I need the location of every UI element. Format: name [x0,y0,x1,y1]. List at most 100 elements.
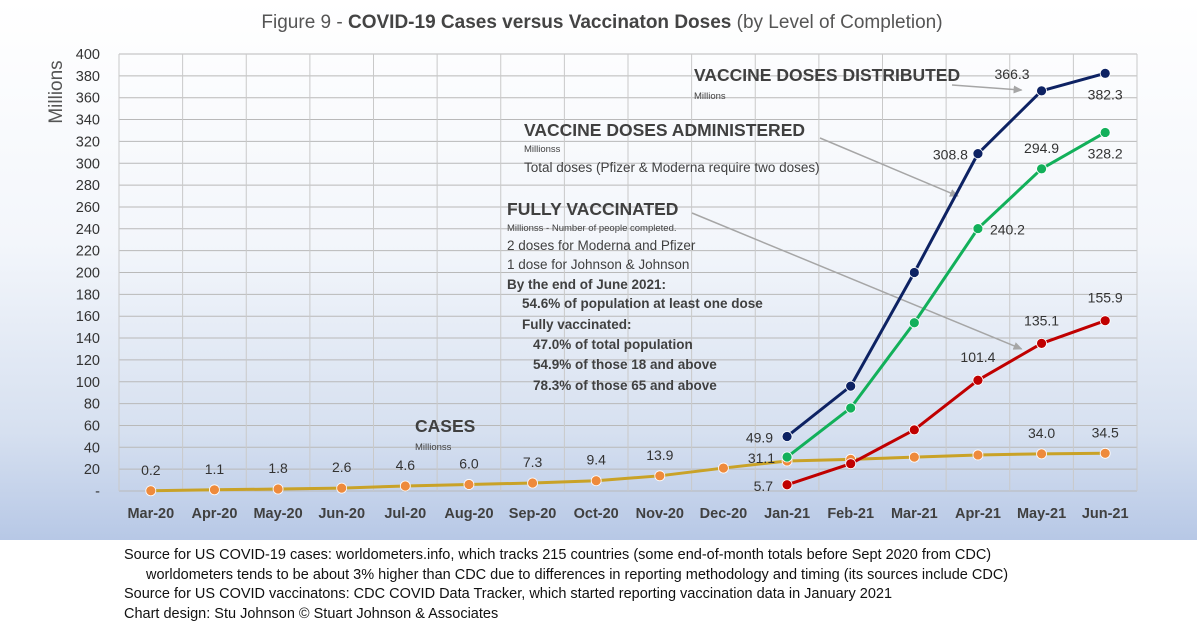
y-tick-label: - [95,484,100,500]
series-line [786,319,1106,487]
y-tick-label: 200 [76,266,100,282]
data-point [1099,447,1111,459]
data-point [272,483,284,495]
arrow-fully [691,212,1023,350]
data-point [209,484,220,496]
data-point [908,317,920,329]
data-label: 34.0 [1028,425,1055,441]
data-label: 4.6 [396,457,416,473]
series-line [150,451,1106,493]
data-label: 31.1 [748,450,775,466]
data-label: 49.9 [746,429,773,445]
data-point [336,482,348,494]
data-label: 13.9 [646,447,673,463]
arrow-administered [819,137,959,197]
data-point [781,479,793,491]
data-label: 294.9 [1024,140,1059,156]
x-tick-label: Apr-21 [955,506,1001,522]
y-tick-label: 320 [76,134,100,150]
annotation-arrows [691,84,1023,350]
data-label: 366.3 [995,66,1030,82]
data-label: 5.7 [754,478,774,494]
annotation-cases-unit: Millionss [415,442,452,453]
data-point [1036,338,1047,349]
annotation-fully-bold3: Fully vaccinated: [522,317,632,332]
annotation-fully-unit: Millionss - Number of people completed. [507,223,677,234]
annotation-distributed-unit: Millions [694,91,726,102]
data-point [1036,163,1047,175]
data-point [845,402,857,414]
data-label: 135.1 [1024,312,1059,328]
data-point [145,485,157,497]
data-label: 101.4 [960,349,995,365]
annotation-fully: FULLY VACCINATED Millionss - Number of p… [507,199,763,393]
y-tick-label: 40 [84,440,100,456]
data-label: 328.2 [1088,145,1123,161]
x-tick-label: Sep-20 [509,506,557,522]
data-point [654,470,666,482]
y-tick-label: 80 [84,397,100,413]
chart-background [0,0,1197,540]
series-layer [145,67,1111,497]
annotation-administered: VACCINE DOSES ADMINISTERED Millionss Tot… [524,120,820,175]
annotation-administered-note: Total doses (Pfizer & Moderna require tw… [524,160,820,175]
data-labels: 0.2 1.1 1.8 2.6 4.6 6.0 7.3 9.4 13.9 34.0 34.5 5.7 1… [141,66,1123,494]
x-axis: Mar-20 Apr-20 May-20 Jun-20 Jul-20 Aug-20 Sep-… [127,506,1128,522]
x-tick-label: Oct-20 [574,506,619,522]
chart: Figure 9 - COVID-19 Cases versus Vaccina… [46,12,1138,522]
y-tick-label: 140 [76,331,100,347]
chart-title-suffix: (by Level of Completion) [731,12,942,33]
data-point [781,451,793,463]
data-point [463,479,475,490]
annotation-fully-bold5: 54.9% of those 18 and above [533,357,717,372]
chart-title-bold: COVID-19 Cases versus Vaccinaton Doses [348,12,731,33]
arrow-distributed [951,84,1023,94]
data-point [1099,127,1111,138]
y-tick-label: 20 [84,462,100,478]
x-tick-label: Mar-20 [127,506,174,522]
source-notes: Source for US COVID-19 cases: worldomete… [124,546,1008,624]
x-tick-label: Apr-20 [191,506,237,522]
annotation-fully-bold2: 54.6% of population at least one dose [522,296,763,311]
annotation-cases-heading: CASES [415,416,475,436]
x-tick-label: Nov-20 [636,506,684,522]
x-tick-label: Feb-21 [827,506,874,522]
chart-title-prefix: Figure 9 - [261,12,348,33]
annotation-fully-bold4: 47.0% of total population [533,337,693,352]
y-tick-label: 360 [76,91,100,107]
annotation-administered-unit: Millionss [524,144,561,155]
y-axis: - 20 40 60 80 100 120 140 160 180 200 220 240 260 280 3… [76,47,100,500]
data-point [908,424,920,436]
annotation-fully-heading: FULLY VACCINATED [507,199,678,219]
data-point [1036,448,1047,460]
x-tick-label: Jul-20 [384,506,426,522]
source-line-3: Source for US COVID vaccinatons: CDC COV… [124,586,893,602]
y-tick-label: 220 [76,244,100,260]
chart-title: Figure 9 - COVID-19 Cases versus Vaccina… [261,12,942,33]
x-tick-label: Aug-20 [444,506,493,522]
data-label: 2.6 [332,459,352,475]
x-tick-label: May-21 [1017,506,1066,522]
data-point [972,223,984,234]
source-line-2: worldometers tends to be about 3% higher… [146,566,1009,583]
x-tick-label: Mar-21 [891,506,938,522]
annotation-distributed: VACCINE DOSES DISTRIBUTED Millions [694,65,960,102]
y-tick-label: 60 [84,418,100,434]
data-label: 382.3 [1088,86,1123,102]
data-point [972,374,984,386]
y-tick-label: 160 [76,309,100,325]
data-point [399,480,411,492]
data-point [1099,67,1111,79]
y-axis-label: Millions [46,60,67,123]
y-tick-label: 120 [76,353,100,369]
series-line [786,71,1106,438]
data-point [781,431,793,442]
annotation-fully-bold1: By the end of June 2021: [507,277,666,292]
x-tick-label: Dec-20 [700,506,748,522]
y-tick-label: 300 [76,156,100,172]
y-tick-label: 340 [76,113,100,129]
data-point [972,449,984,461]
x-tick-label: Jun-20 [318,506,365,522]
data-label: 1.8 [268,460,288,476]
data-label: 9.4 [586,452,606,468]
